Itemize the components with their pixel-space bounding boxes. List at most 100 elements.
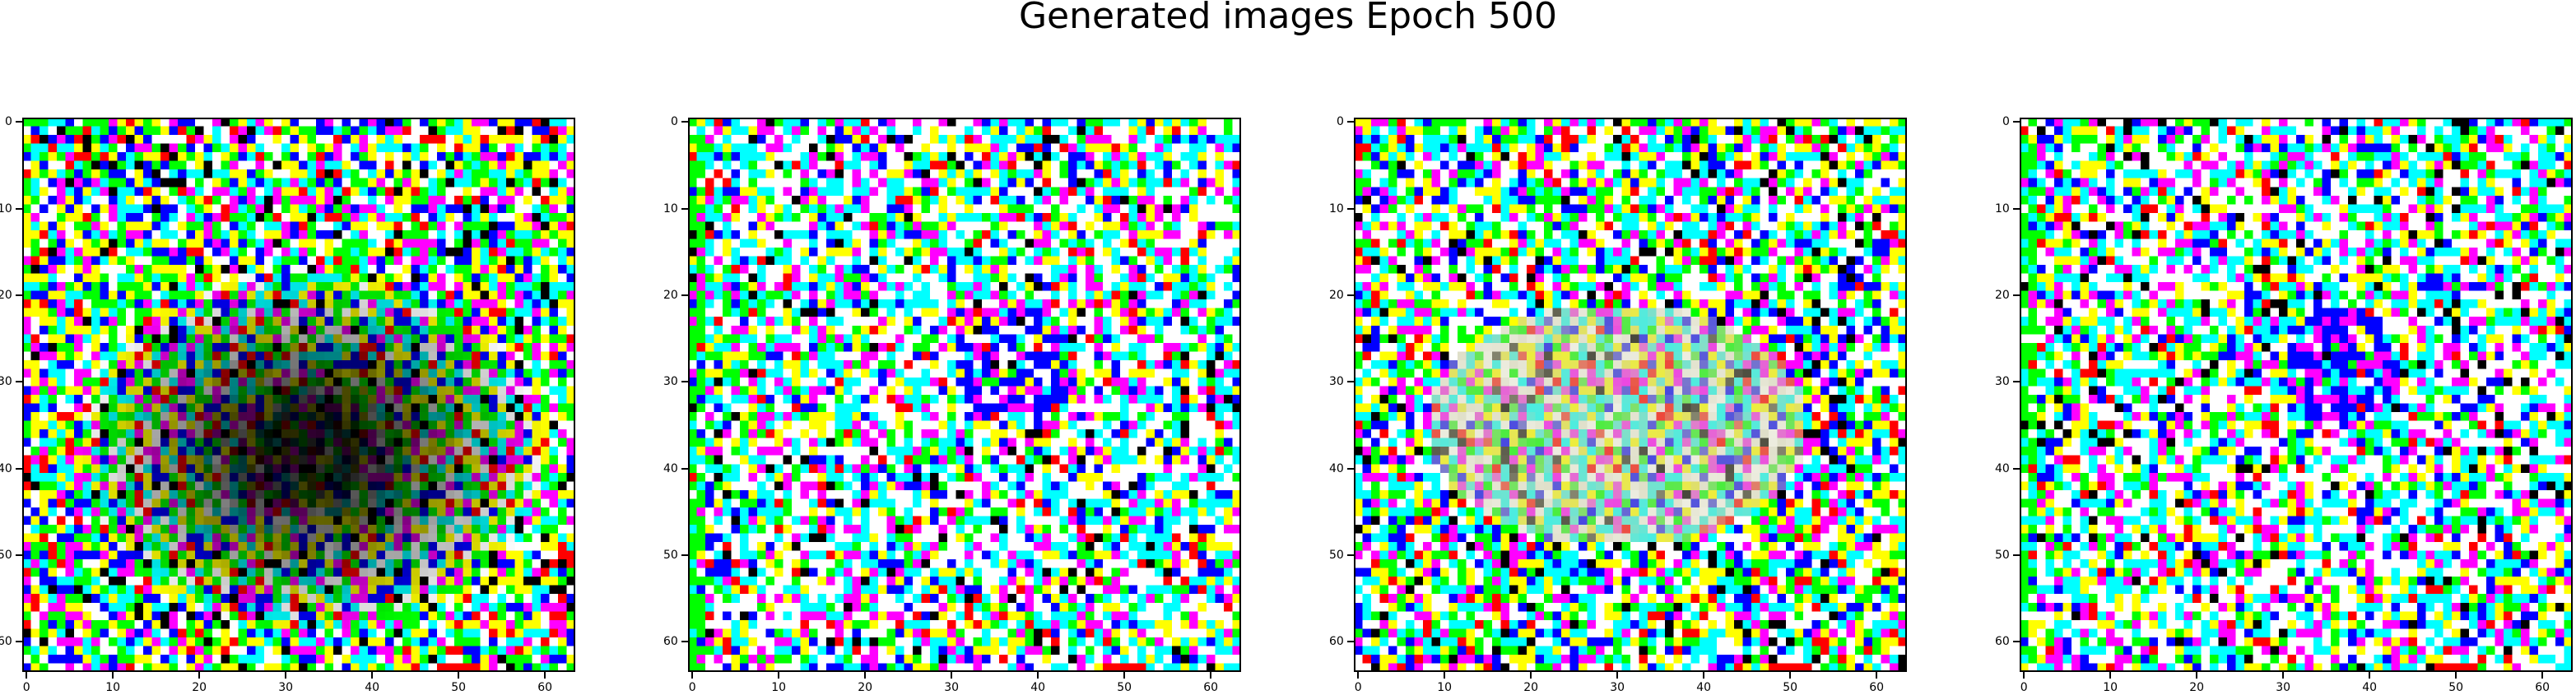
x-tick-label: 20 (1523, 682, 1538, 693)
x-tick-label: 50 (451, 682, 466, 693)
x-tick-mark (1210, 672, 1211, 679)
generated-image-3 (1354, 118, 1907, 672)
y-tick-mark (681, 208, 688, 210)
y-tick-mark (681, 381, 688, 382)
x-tick-label: 0 (2020, 682, 2028, 693)
y-tick-label: 50 (663, 549, 678, 561)
figure-title: Generated images Epoch 500 (0, 0, 2576, 33)
x-tick-mark (778, 672, 779, 679)
y-tick-mark (1347, 641, 1354, 642)
x-tick-mark (2282, 672, 2284, 679)
x-tick-label: 60 (537, 682, 552, 693)
y-tick-mark (681, 294, 688, 296)
x-tick-label: 50 (1117, 682, 1132, 693)
generated-image-2 (688, 118, 1241, 672)
y-tick-label: 0 (1337, 116, 1344, 127)
x-tick-label: 60 (1869, 682, 1884, 693)
x-tick-mark (691, 672, 693, 679)
y-tick-label: 0 (2002, 116, 2010, 127)
x-tick-label: 30 (944, 682, 959, 693)
x-tick-label: 10 (771, 682, 786, 693)
x-tick-mark (1357, 672, 1359, 679)
x-tick-label: 20 (858, 682, 872, 693)
x-tick-mark (26, 672, 27, 679)
x-tick-mark (2023, 672, 2025, 679)
y-tick-label: 40 (1329, 463, 1344, 475)
generated-image-1 (22, 118, 575, 672)
x-tick-label: 30 (1610, 682, 1625, 693)
y-tick-label: 10 (0, 203, 12, 215)
y-tick-label: 60 (1995, 636, 2010, 647)
x-tick-mark (198, 672, 200, 679)
y-tick-mark (2013, 468, 2020, 470)
x-tick-mark (544, 672, 546, 679)
y-tick-mark (1347, 468, 1354, 470)
x-tick-mark (112, 672, 114, 679)
x-tick-mark (1616, 672, 1618, 679)
y-tick-label: 30 (663, 376, 678, 387)
x-tick-mark (2541, 672, 2543, 679)
y-tick-label: 10 (1995, 203, 2010, 215)
x-tick-mark (2455, 672, 2457, 679)
x-tick-label: 0 (23, 682, 30, 693)
x-tick-mark (2369, 672, 2370, 679)
x-tick-label: 0 (689, 682, 696, 693)
x-tick-label: 40 (365, 682, 379, 693)
x-tick-mark (1530, 672, 1532, 679)
y-tick-mark (2013, 294, 2020, 296)
x-tick-label: 10 (105, 682, 120, 693)
y-tick-mark (1347, 208, 1354, 210)
y-tick-mark (2013, 641, 2020, 642)
x-tick-label: 60 (1203, 682, 1218, 693)
x-tick-mark (1037, 672, 1039, 679)
y-tick-label: 30 (0, 376, 12, 387)
x-tick-mark (371, 672, 373, 679)
y-tick-mark (16, 641, 22, 642)
y-tick-label: 40 (0, 463, 12, 475)
x-tick-label: 0 (1355, 682, 1362, 693)
y-tick-label: 50 (1995, 549, 2010, 561)
x-tick-mark (1789, 672, 1791, 679)
x-tick-mark (458, 672, 459, 679)
x-tick-mark (2196, 672, 2197, 679)
y-tick-label: 50 (0, 549, 12, 561)
x-tick-label: 50 (1783, 682, 1797, 693)
x-tick-mark (2109, 672, 2111, 679)
y-tick-label: 10 (663, 203, 678, 215)
x-tick-mark (1703, 672, 1704, 679)
y-tick-label: 10 (1329, 203, 1344, 215)
y-tick-mark (2013, 121, 2020, 123)
y-tick-mark (16, 554, 22, 556)
y-tick-mark (16, 381, 22, 382)
image-panel-1: 0 10 20 30 40 50 60 0 10 20 30 40 50 60 (22, 118, 575, 672)
image-panel-3: 0 10 20 30 40 50 60 0 10 20 30 40 50 60 (1354, 118, 1907, 672)
y-tick-mark (1347, 294, 1354, 296)
x-tick-mark (1444, 672, 1445, 679)
x-tick-label: 60 (2535, 682, 2550, 693)
x-tick-mark (285, 672, 286, 679)
y-tick-label: 40 (663, 463, 678, 475)
y-tick-label: 60 (0, 636, 12, 647)
y-tick-mark (16, 121, 22, 123)
y-tick-label: 0 (5, 116, 12, 127)
x-tick-label: 20 (192, 682, 207, 693)
x-tick-label: 30 (2276, 682, 2290, 693)
y-tick-label: 20 (1329, 290, 1344, 301)
y-tick-mark (16, 468, 22, 470)
x-tick-label: 50 (2448, 682, 2463, 693)
y-tick-mark (1347, 381, 1354, 382)
y-tick-label: 20 (0, 290, 12, 301)
y-tick-mark (681, 121, 688, 123)
x-tick-mark (864, 672, 866, 679)
y-tick-mark (1347, 554, 1354, 556)
x-tick-label: 30 (278, 682, 293, 693)
y-tick-label: 60 (1329, 636, 1344, 647)
y-tick-label: 60 (663, 636, 678, 647)
y-tick-mark (681, 641, 688, 642)
y-tick-mark (16, 294, 22, 296)
image-panel-2: 0 10 20 30 40 50 60 0 10 20 30 40 50 60 (688, 118, 1241, 672)
y-tick-label: 30 (1995, 376, 2010, 387)
x-tick-label: 20 (2189, 682, 2204, 693)
y-tick-label: 40 (1995, 463, 2010, 475)
y-tick-label: 30 (1329, 376, 1344, 387)
